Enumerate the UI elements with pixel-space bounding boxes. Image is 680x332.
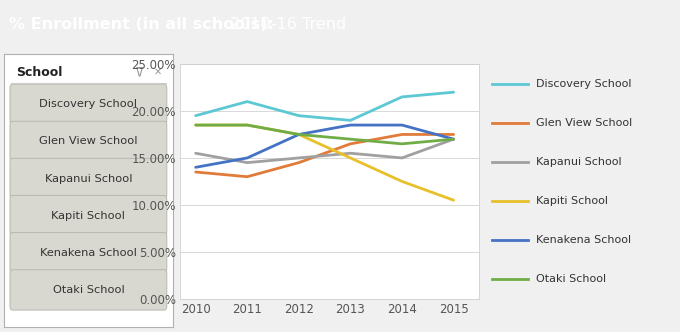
Text: Kapanui School: Kapanui School	[45, 174, 132, 184]
Text: Otaki School: Otaki School	[52, 285, 124, 295]
Text: % Enrollment (in all schools):: % Enrollment (in all schools):	[9, 17, 274, 32]
Text: 2010-16 Trend: 2010-16 Trend	[225, 17, 346, 32]
FancyBboxPatch shape	[10, 84, 167, 124]
Text: School: School	[16, 66, 63, 79]
FancyBboxPatch shape	[10, 233, 167, 273]
Text: Kapanui School: Kapanui School	[536, 157, 622, 167]
Text: Kapiti School: Kapiti School	[536, 196, 608, 206]
FancyBboxPatch shape	[10, 121, 167, 162]
Text: Kapiti School: Kapiti School	[52, 211, 125, 221]
Text: ⊽: ⊽	[135, 66, 143, 79]
Text: Otaki School: Otaki School	[536, 274, 606, 284]
Text: Kenakena School: Kenakena School	[536, 235, 631, 245]
FancyBboxPatch shape	[10, 196, 167, 236]
Text: ✕: ✕	[154, 66, 162, 76]
Text: Discovery School: Discovery School	[536, 79, 631, 89]
Text: Glen View School: Glen View School	[39, 136, 137, 146]
FancyBboxPatch shape	[10, 158, 167, 199]
Text: Glen View School: Glen View School	[536, 118, 632, 128]
Text: Discovery School: Discovery School	[39, 99, 137, 109]
Text: Kenakena School: Kenakena School	[40, 248, 137, 258]
FancyBboxPatch shape	[10, 270, 167, 310]
